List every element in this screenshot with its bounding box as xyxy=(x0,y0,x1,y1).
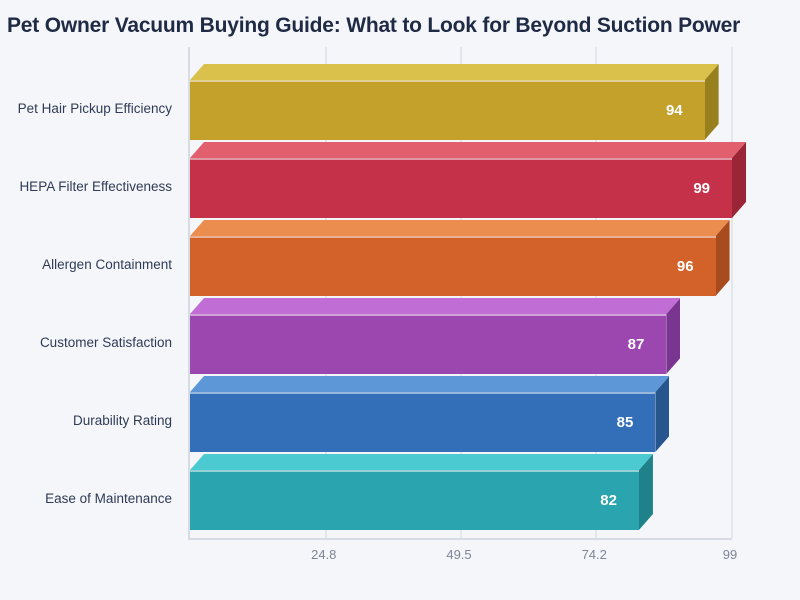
bar-value-label: 99 xyxy=(693,179,710,197)
bar-top-face xyxy=(190,298,680,314)
category-label: Pet Hair Pickup Efficiency xyxy=(17,101,172,116)
bar-main-face: 94 xyxy=(190,80,705,140)
bar-top-face xyxy=(190,64,719,80)
y-axis-category-labels: Pet Hair Pickup Efficiency HEPA Filter Ef… xyxy=(0,47,180,538)
bar-top-face xyxy=(190,376,669,392)
bar-top-face xyxy=(190,142,746,158)
bar-side-face xyxy=(639,454,653,530)
bar-side-face xyxy=(732,142,746,218)
bar-main-face: 96 xyxy=(190,236,716,296)
category-label: Allergen Containment xyxy=(42,257,172,272)
bar-main-face: 82 xyxy=(190,470,639,530)
bar-value-label: 85 xyxy=(616,413,634,431)
bar-value-label: 87 xyxy=(627,335,645,353)
bar-value-label: 96 xyxy=(676,257,694,275)
bar-main-face: 87 xyxy=(190,314,667,374)
x-tick-label: 74.2 xyxy=(581,547,607,562)
x-tick-label: 24.8 xyxy=(311,547,337,562)
bar-side-face xyxy=(666,298,680,374)
x-tick-label: 49.5 xyxy=(446,547,472,562)
bar-main-face: 99 xyxy=(190,158,732,218)
plot-area: 94 99 96 87 85 82 xyxy=(188,47,732,540)
gridline-x-99 xyxy=(731,47,733,538)
chart-title: Pet Owner Vacuum Buying Guide: What to L… xyxy=(7,14,741,37)
x-axis-tick-labels: 24.8 49.5 74.2 99 xyxy=(188,540,737,570)
bar-top-face xyxy=(190,220,730,236)
bar-side-face xyxy=(655,376,669,452)
bar-main-face: 85 xyxy=(190,392,656,452)
bar-side-face xyxy=(716,220,730,296)
category-label: Durability Rating xyxy=(72,413,172,428)
category-label: Ease of Maintenance xyxy=(45,491,172,506)
bar-value-label: 82 xyxy=(600,491,617,509)
category-label: HEPA Filter Effectiveness xyxy=(19,179,172,194)
bar-side-face xyxy=(705,64,719,140)
category-label: Customer Satisfaction xyxy=(39,335,172,350)
x-tick-label: 99 xyxy=(722,547,738,562)
bar-value-label: 94 xyxy=(665,101,683,119)
bar-top-face xyxy=(190,454,653,470)
